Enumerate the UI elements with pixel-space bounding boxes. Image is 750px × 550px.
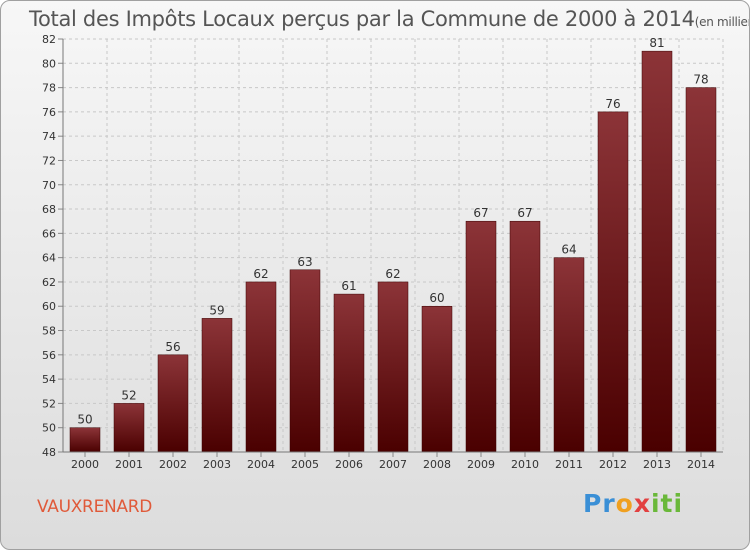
data-label: 62 (385, 267, 400, 281)
y-tick-label: 52 (42, 397, 56, 410)
bar (333, 293, 365, 453)
x-tick-label: 2012 (599, 458, 627, 471)
bar (289, 269, 321, 453)
y-tick-label: 58 (42, 325, 56, 338)
y-tick-label: 60 (42, 300, 56, 313)
x-tick-label: 2002 (159, 458, 187, 471)
y-tick-label: 70 (42, 179, 56, 192)
bar (685, 87, 717, 453)
x-tick-label: 2000 (71, 458, 99, 471)
x-tick-label: 2013 (643, 458, 671, 471)
bar (201, 318, 233, 453)
x-tick-label: 2004 (247, 458, 275, 471)
bars: 50 52 56 59 62 63 61 62 60 67 67 64 76 81 78 (69, 36, 717, 453)
y-tick-label: 54 (42, 373, 56, 386)
logo-part-3: x (633, 489, 651, 518)
bar (465, 220, 497, 453)
x-tick-label: 2011 (555, 458, 583, 471)
x-tick-label: 2010 (511, 458, 539, 471)
data-label: 56 (165, 340, 180, 354)
y-tick-label: 80 (42, 57, 56, 70)
unit-label: (en milliers d'€) (694, 15, 749, 29)
y-tick-label: 74 (42, 130, 56, 143)
data-label: 67 (517, 206, 532, 220)
bar (597, 111, 629, 453)
data-label: 52 (121, 388, 136, 402)
y-tick-label: 78 (42, 82, 56, 95)
x-tick-label: 2007 (379, 458, 407, 471)
chart-title: Total des Impôts Locaux perçus par la Co… (29, 7, 749, 31)
data-label: 64 (561, 243, 576, 257)
data-label: 78 (693, 73, 708, 87)
bar (245, 281, 277, 453)
bar (509, 220, 541, 453)
axes: 48 50 52 54 56 58 60 62 64 66 68 70 72 74 76 78 80 82 2000… (42, 33, 723, 471)
y-tick-label: 48 (42, 446, 56, 459)
x-tick-label: 2001 (115, 458, 143, 471)
bar (157, 354, 189, 453)
data-label: 60 (429, 291, 444, 305)
logo-part-1: Pr (583, 489, 616, 518)
x-tick-label: 2008 (423, 458, 451, 471)
y-tick-label: 50 (42, 422, 56, 435)
bar (553, 257, 585, 453)
x-tick-label: 2003 (203, 458, 231, 471)
data-label: 76 (605, 97, 620, 111)
x-tick-label: 2005 (291, 458, 319, 471)
y-tick-label: 56 (42, 349, 56, 362)
y-tick-label: 82 (42, 33, 56, 46)
title-text: Total des Impôts Locaux perçus par la Co… (29, 7, 695, 31)
data-label: 50 (77, 413, 92, 427)
bar (421, 305, 453, 453)
data-label: 63 (297, 255, 312, 269)
y-tick-label: 68 (42, 203, 56, 216)
data-label: 67 (473, 206, 488, 220)
x-tick-label: 2014 (687, 458, 715, 471)
x-tick-label: 2009 (467, 458, 495, 471)
commune-name: VAUXRENARD (37, 497, 153, 517)
y-tick-label: 62 (42, 276, 56, 289)
bar (641, 50, 673, 453)
bar (377, 281, 409, 453)
bar (69, 427, 101, 453)
y-tick-label: 72 (42, 154, 56, 167)
logo-part-4: iti (650, 489, 684, 518)
bar (113, 403, 145, 453)
logo-part-2: o (615, 489, 634, 518)
y-tick-label: 64 (42, 252, 56, 265)
data-label: 81 (649, 36, 664, 50)
x-tick-label: 2006 (335, 458, 363, 471)
data-label: 59 (209, 303, 224, 317)
data-label: 61 (341, 279, 356, 293)
data-label: 62 (253, 267, 268, 281)
y-tick-label: 66 (42, 227, 56, 240)
y-tick-label: 76 (42, 106, 56, 119)
proxiti-logo: Proxiti (583, 489, 683, 518)
